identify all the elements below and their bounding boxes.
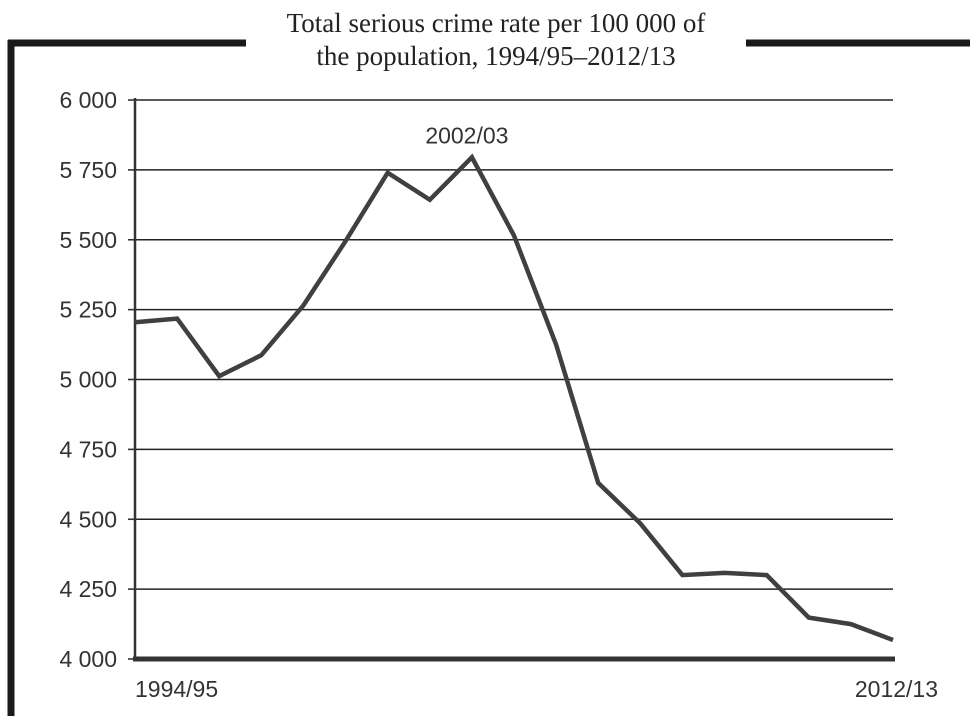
peak-annotation-label: 2002/03 (425, 122, 508, 148)
y-tick-label: 5 000 (59, 367, 117, 393)
y-tick-label: 6 000 (59, 87, 117, 113)
y-axis-tick-labels: 4 000 4 250 4 500 4 750 5 000 5 250 5 500 5 750… (59, 87, 117, 672)
x-tick-label: 1994/95 (135, 676, 218, 702)
series-line (134, 153, 894, 643)
gridlines (135, 99, 893, 590)
axes (128, 98, 895, 662)
y-tick-label: 4 000 (59, 646, 117, 672)
series-layer (134, 153, 894, 643)
x-axis-tick-labels: 1994/95 2012/13 (135, 676, 938, 702)
chart-title-line-2: the population, 1994/95–2012/13 (316, 41, 675, 71)
y-tick-label: 4 500 (59, 506, 117, 532)
chart-title-line-1: Total serious crime rate per 100 000 of (287, 8, 706, 38)
y-tick-label: 4 250 (59, 576, 117, 602)
x-tick-label: 2012/13 (855, 676, 938, 702)
y-tick-label: 5 250 (59, 297, 117, 323)
y-tick-label: 4 750 (59, 436, 117, 462)
y-tick-label: 5 750 (59, 157, 117, 183)
y-tick-label: 5 500 (59, 227, 117, 253)
annotations: 2002/03 (425, 122, 508, 148)
